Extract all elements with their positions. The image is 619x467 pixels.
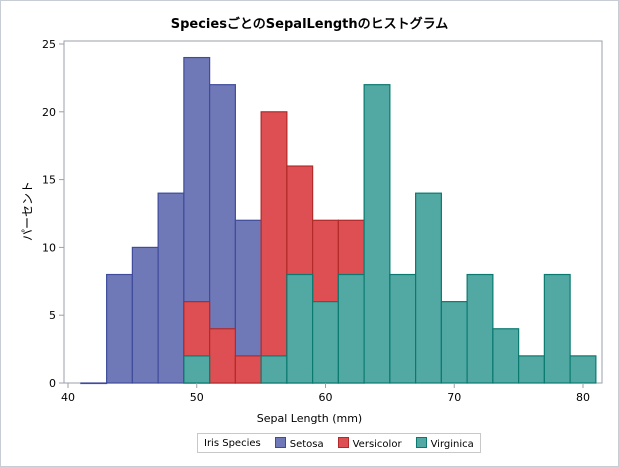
legend-swatch (274, 436, 286, 448)
bar-versicolor (209, 328, 236, 384)
y-tick-label: 0 (49, 377, 56, 390)
bar-virginica (569, 355, 597, 384)
bar-virginica (363, 84, 391, 384)
bar-setosa (131, 246, 159, 384)
bar-setosa (106, 273, 133, 384)
bar-versicolor (260, 111, 288, 384)
y-tick-label: 15 (42, 174, 56, 187)
chart-title: SpeciesごとのSepalLengthのヒストグラム (170, 17, 449, 32)
legend-item-setosa: Setosa (274, 436, 324, 450)
bar-virginica (466, 273, 494, 384)
bar-virginica (286, 273, 314, 384)
bar-setosa (157, 192, 185, 384)
bar-virginica (183, 355, 211, 384)
y-tick-label: 5 (49, 309, 56, 322)
y-tick-label: 20 (42, 106, 56, 119)
x-tick-label: 80 (576, 391, 590, 404)
x-tick-label: 60 (319, 391, 333, 404)
bar-virginica (415, 192, 442, 384)
legend-title: Iris Species (204, 437, 261, 449)
bar-versicolor (234, 355, 262, 384)
x-tick-label: 70 (447, 391, 461, 404)
x-axis-label: Sepal Length (mm) (256, 412, 363, 425)
bar-virginica (543, 273, 571, 384)
x-tick-label: 50 (190, 391, 204, 404)
bar-virginica (260, 355, 288, 384)
bar-virginica (312, 301, 339, 384)
bar-virginica (440, 301, 468, 384)
bar-virginica (389, 273, 417, 384)
legend-item-versicolor: Versicolor (337, 436, 402, 450)
bar-virginica (492, 328, 520, 384)
x-tick-label: 40 (61, 391, 75, 404)
y-tick-label: 25 (42, 38, 56, 51)
bar-virginica (518, 355, 545, 384)
y-tick-label: 10 (42, 241, 56, 254)
legend-swatch (415, 436, 427, 448)
bar-setosa (80, 382, 108, 385)
legend-item-virginica: Virginica (415, 436, 474, 450)
bar-virginica (337, 273, 365, 384)
legend: Iris Species Setosa Versicolor Virginica (197, 433, 481, 453)
legend-swatch (337, 436, 349, 448)
